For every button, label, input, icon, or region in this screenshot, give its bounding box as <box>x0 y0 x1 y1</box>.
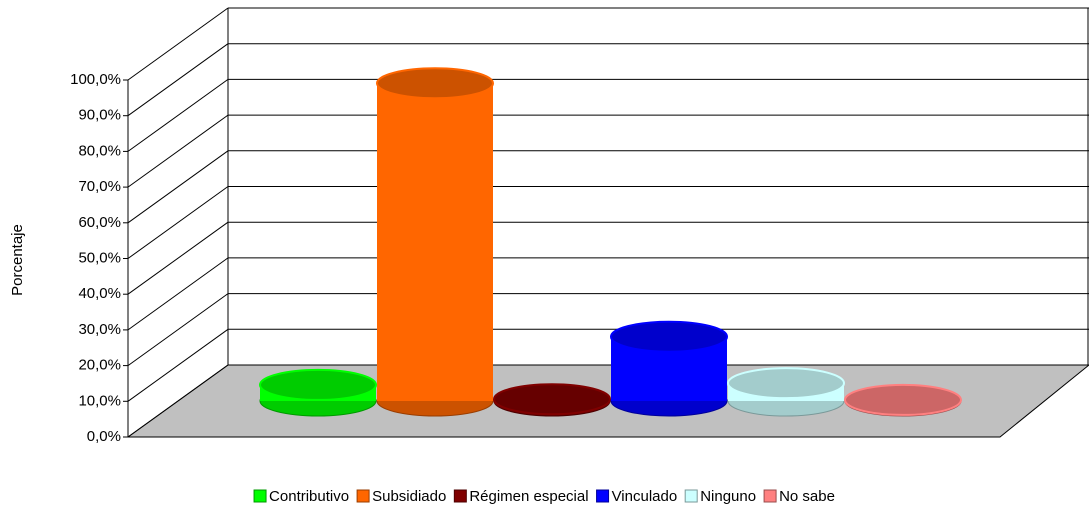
y-tick-label: 20,0% <box>78 357 121 374</box>
cylinder-top <box>610 320 728 353</box>
legend-swatch <box>453 489 467 503</box>
legend-label: Subsidiado <box>372 488 446 505</box>
grid-line <box>127 186 229 259</box>
cylinder <box>610 320 728 417</box>
grid-line <box>127 114 229 188</box>
y-tick-label: 100,0% <box>70 71 121 88</box>
cylinder <box>376 67 494 417</box>
cylinder-top <box>376 67 494 100</box>
legend-label: Contributivo <box>269 488 349 505</box>
y-tick-label: 0,0% <box>87 428 121 445</box>
cylinder <box>493 383 611 417</box>
grid-line <box>127 150 229 224</box>
y-tick-label: 60,0% <box>78 214 121 231</box>
legend-label: Vinculado <box>612 488 678 505</box>
cylinder-top <box>493 383 611 416</box>
grid-line <box>127 43 229 117</box>
bar <box>377 83 493 402</box>
legend-label: Régimen especial <box>469 488 588 505</box>
y-tick-label: 90,0% <box>78 107 121 124</box>
y-tick-label: 40,0% <box>78 285 121 302</box>
y-tick-label: 50,0% <box>78 249 121 266</box>
legend-swatch <box>253 489 267 503</box>
grid-line <box>127 257 229 331</box>
cylinder-top <box>259 368 377 401</box>
legend: Contributivo Subsidiado Régimen especial Vi… <box>253 488 835 505</box>
y-axis-label: Porcentaje <box>9 224 26 296</box>
legend-label: Ninguno <box>700 488 756 505</box>
legend-label: No sabe <box>779 488 835 505</box>
grid-line <box>127 7 229 81</box>
y-tick-label: 30,0% <box>78 321 121 338</box>
y-tick-label: 80,0% <box>78 142 121 159</box>
legend-swatch <box>763 489 777 503</box>
y-tick-label: 70,0% <box>78 178 121 195</box>
cylinder-top <box>727 367 845 400</box>
grid-line <box>127 293 229 367</box>
cylinder <box>844 383 962 417</box>
grid-line <box>127 328 229 402</box>
cylinder <box>727 367 845 417</box>
grid-line <box>127 364 229 438</box>
cylinder-top <box>844 383 962 416</box>
grid-line <box>127 78 229 152</box>
y-tick-label: 10,0% <box>78 392 121 409</box>
legend-swatch <box>684 489 698 503</box>
legend-swatch <box>596 489 610 503</box>
cylinder <box>259 368 377 417</box>
legend-swatch <box>356 489 370 503</box>
grid-line <box>127 221 229 295</box>
